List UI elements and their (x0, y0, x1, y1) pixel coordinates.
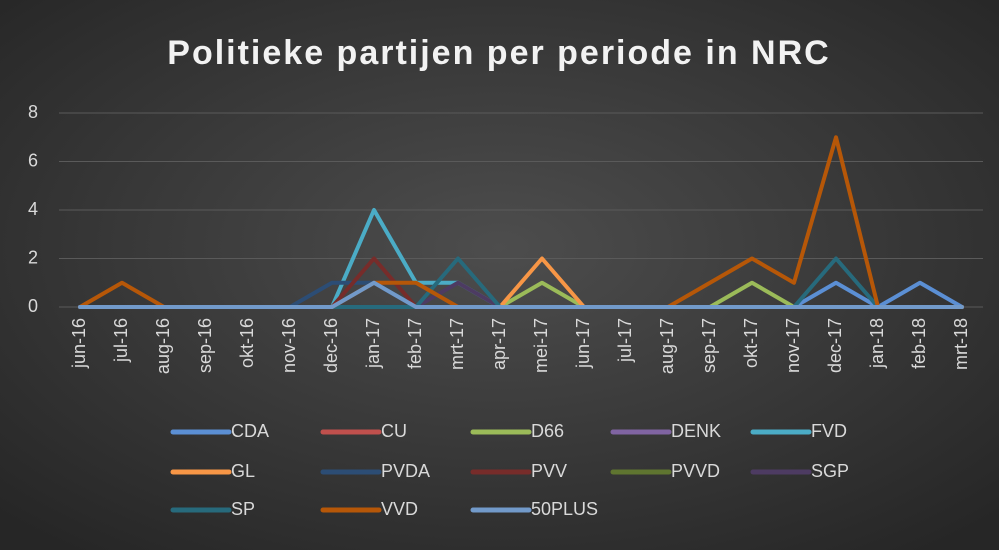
x-tick-label: dec-17 (825, 318, 845, 373)
x-tick-label: dec-16 (321, 318, 341, 373)
legend-label: SP (231, 499, 255, 519)
x-tick-label: feb-17 (405, 318, 425, 369)
y-tick-label: 0 (28, 296, 38, 316)
legend-label: CDA (231, 421, 269, 441)
legend-label: 50PLUS (531, 499, 598, 519)
x-tick-label: sep-17 (699, 318, 719, 373)
x-tick-label: okt-16 (237, 318, 257, 368)
chart-title: Politieke partijen per periode in NRC (167, 34, 830, 72)
legend-label: PVVD (671, 461, 720, 481)
legend-label: SGP (811, 461, 849, 481)
x-tick-label: mrt-18 (951, 318, 971, 370)
legend-label: D66 (531, 421, 564, 441)
legend-label: DENK (671, 421, 721, 441)
x-tick-label: nov-16 (279, 318, 299, 373)
y-tick-label: 2 (28, 247, 38, 267)
x-tick-label: mei-17 (531, 318, 551, 373)
x-tick-label: jun-16 (69, 318, 89, 369)
legend-label: PVDA (381, 461, 430, 481)
legend-label: VVD (381, 499, 418, 519)
x-tick-label: aug-16 (153, 318, 173, 374)
series-line (78, 280, 964, 309)
legend-label: GL (231, 461, 255, 481)
x-tick-label: jul-17 (615, 318, 635, 363)
legend-label: CU (381, 421, 407, 441)
y-tick-label: 6 (28, 150, 38, 170)
legend-label: FVD (811, 421, 847, 441)
y-tick-label: 8 (28, 102, 38, 122)
x-tick-label: nov-17 (783, 318, 803, 373)
x-tick-label: jan-17 (363, 318, 383, 369)
x-tick-label: jun-17 (573, 318, 593, 369)
x-tick-label: mrt-17 (447, 318, 467, 370)
x-tick-label: feb-18 (909, 318, 929, 369)
x-tick-label: apr-17 (489, 318, 509, 370)
y-tick-label: 4 (28, 199, 38, 219)
x-tick-label: jan-18 (867, 318, 887, 369)
x-tick-label: jul-16 (111, 318, 131, 363)
x-tick-label: aug-17 (657, 318, 677, 374)
x-tick-label: sep-16 (195, 318, 215, 373)
x-tick-label: okt-17 (741, 318, 761, 368)
legend-label: PVV (531, 461, 567, 481)
